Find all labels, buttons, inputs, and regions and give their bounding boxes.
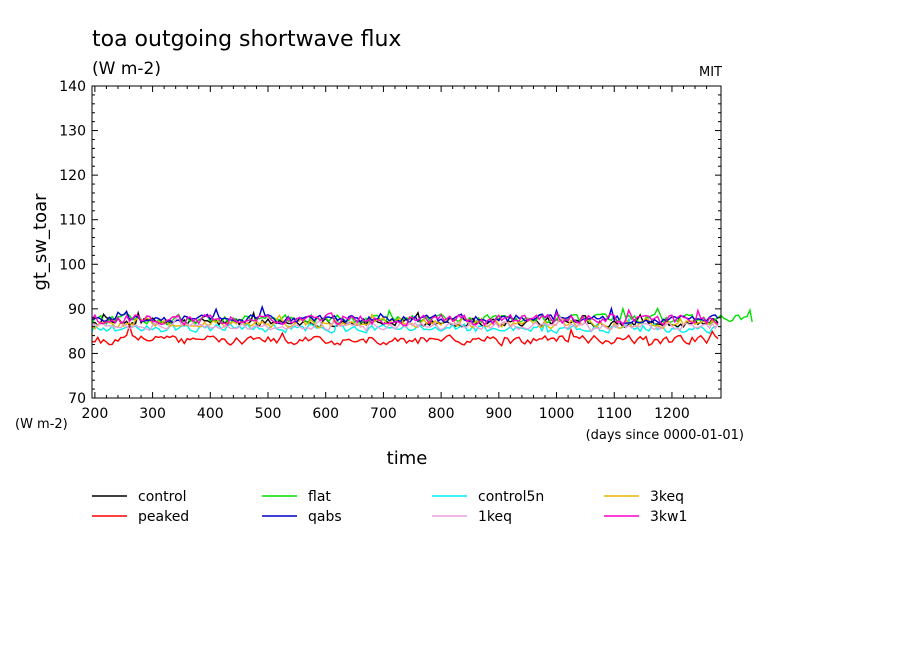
ticks-layer: 70 80 90 100 110 120 130 140 200 300 400 500 600 700 8… — [59, 79, 721, 422]
x-tick-label: 300 — [139, 406, 166, 422]
plot-frame — [91, 85, 722, 399]
legend-label-1keq: 1keq — [478, 509, 512, 525]
legend-label-3keq: 3keq — [650, 489, 684, 505]
y-tick-label: 70 — [68, 391, 86, 407]
x-tick-label: 400 — [197, 406, 224, 422]
legend-label-qabs: qabs — [308, 509, 342, 525]
y-units-label: (W m-2) — [15, 417, 68, 432]
x-units-label: (days since 0000-01-01) — [586, 428, 744, 443]
x-tick-label: 700 — [370, 406, 397, 422]
y-tick-label: 130 — [59, 124, 86, 140]
x-tick-label: 200 — [82, 406, 109, 422]
y-axis-label: gt_sw_toar — [30, 193, 51, 291]
y-tick-label: 110 — [59, 213, 86, 229]
series-line-3kw1 — [91, 308, 719, 327]
legend-label-flat: flat — [308, 489, 331, 505]
x-tick-label: 900 — [485, 406, 512, 422]
y-tick-label: 100 — [59, 257, 86, 273]
chart-subtitle: (W m-2) — [92, 59, 161, 79]
y-tick-label: 80 — [68, 346, 86, 362]
corner-label: MIT — [699, 65, 722, 80]
x-tick-label: 1000 — [539, 406, 575, 422]
legend-label-3kw1: 3kw1 — [650, 509, 687, 525]
x-axis-label: time — [387, 448, 428, 469]
x-tick-label: 500 — [255, 406, 282, 422]
legend: control flat control5n 3keq peaked qabs 1keq 3k… — [92, 489, 687, 525]
x-tick-label: 600 — [312, 406, 339, 422]
series-line-peaked — [91, 322, 719, 347]
x-tick-label: 1200 — [654, 406, 690, 422]
legend-label-control: control — [138, 489, 187, 505]
series-line-1keq — [91, 313, 719, 333]
legend-label-peaked: peaked — [138, 509, 189, 525]
series-layer — [91, 304, 753, 347]
x-tick-label: 1100 — [596, 406, 632, 422]
y-tick-label: 90 — [68, 302, 86, 318]
legend-label-control5n: control5n — [478, 489, 544, 505]
y-tick-label: 140 — [59, 79, 86, 95]
y-tick-label: 120 — [59, 168, 86, 184]
x-tick-label: 800 — [428, 406, 455, 422]
chart-title: toa outgoing shortwave flux — [92, 27, 401, 52]
